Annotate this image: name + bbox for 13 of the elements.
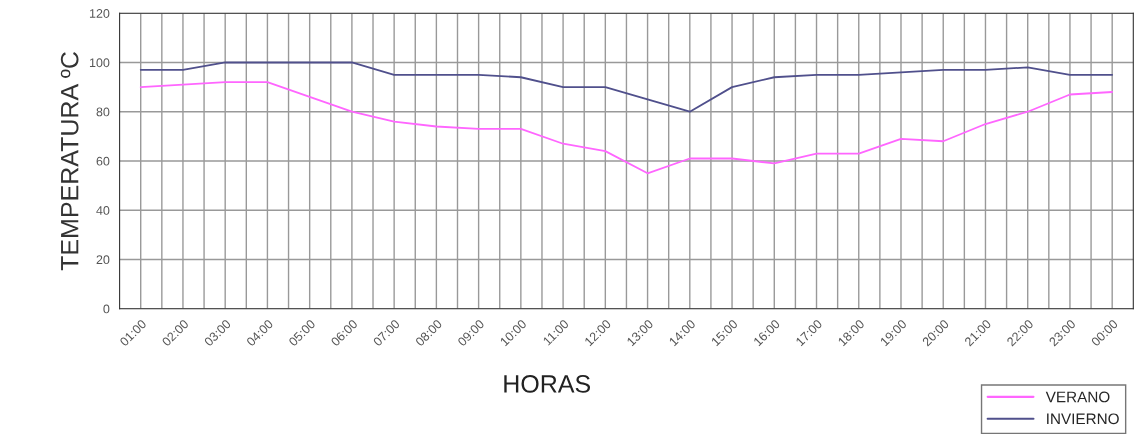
- legend-label: VERANO: [1045, 391, 1110, 403]
- legend-label: INVIERNO: [1047, 413, 1119, 425]
- y-tick-label: 40: [96, 206, 110, 215]
- line-series: [139, 61, 1114, 113]
- y-tick-label: 120: [89, 9, 110, 18]
- line-series: [139, 81, 1114, 175]
- y-tick-label: 80: [96, 107, 110, 117]
- y-axis-title: TEMPERATURA ºC: [60, 52, 79, 271]
- y-tick-label: 60: [96, 156, 110, 166]
- y-tick-label: 100: [89, 58, 110, 68]
- x-axis-title: HORAS: [504, 375, 591, 393]
- y-tick-label: 20: [96, 255, 110, 265]
- y-tick-label: 0: [103, 304, 110, 314]
